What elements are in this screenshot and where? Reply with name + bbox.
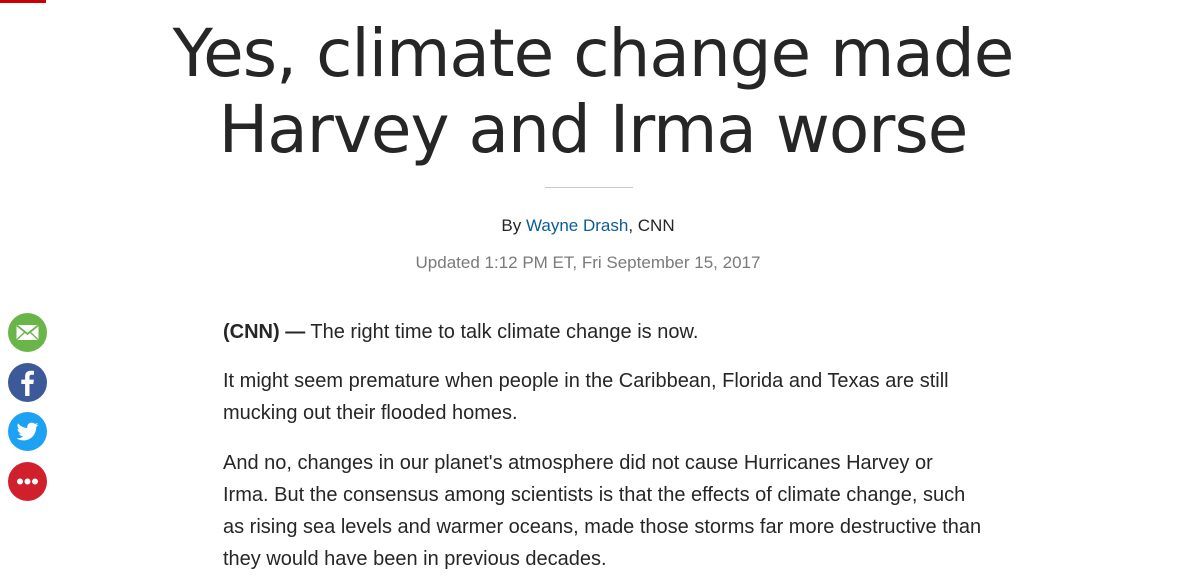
paragraph-3: And no, changes in our planet's atmosphe…	[223, 452, 982, 570]
share-twitter-button[interactable]	[8, 412, 47, 451]
page-title: Yes, climate change made Harvey and Irma…	[0, 16, 1186, 168]
share-more-button[interactable]	[8, 462, 47, 501]
paragraph-lead: (CNN) — The right time to talk climate c…	[223, 316, 983, 348]
more-icon	[17, 478, 38, 485]
share-email-button[interactable]	[8, 313, 47, 352]
brand-accent-bar	[0, 0, 46, 3]
update-timestamp: Updated 1:12 PM ET, Fri September 15, 20…	[415, 253, 761, 272]
share-facebook-button[interactable]	[8, 363, 47, 402]
headline-line-1: Yes, climate change made	[172, 15, 1015, 92]
byline-outlet: , CNN	[628, 216, 675, 235]
headline-divider	[545, 187, 633, 188]
headline-line-2: Harvey and Irma worse	[218, 91, 969, 168]
email-icon	[16, 324, 39, 341]
source-label: (CNN) —	[223, 321, 306, 343]
share-rail	[8, 313, 48, 512]
byline-prefix: By	[501, 216, 526, 235]
facebook-icon	[21, 370, 34, 396]
paragraph-2: It might seem premature when people in t…	[223, 370, 949, 424]
twitter-icon	[16, 422, 39, 441]
article-body: (CNN) — The right time to talk climate c…	[223, 316, 983, 583]
byline: By Wayne Drash, CNN	[0, 216, 1176, 236]
author-link[interactable]: Wayne Drash	[525, 216, 629, 235]
paragraph-lead-text: The right time to talk climate change is…	[305, 321, 699, 343]
